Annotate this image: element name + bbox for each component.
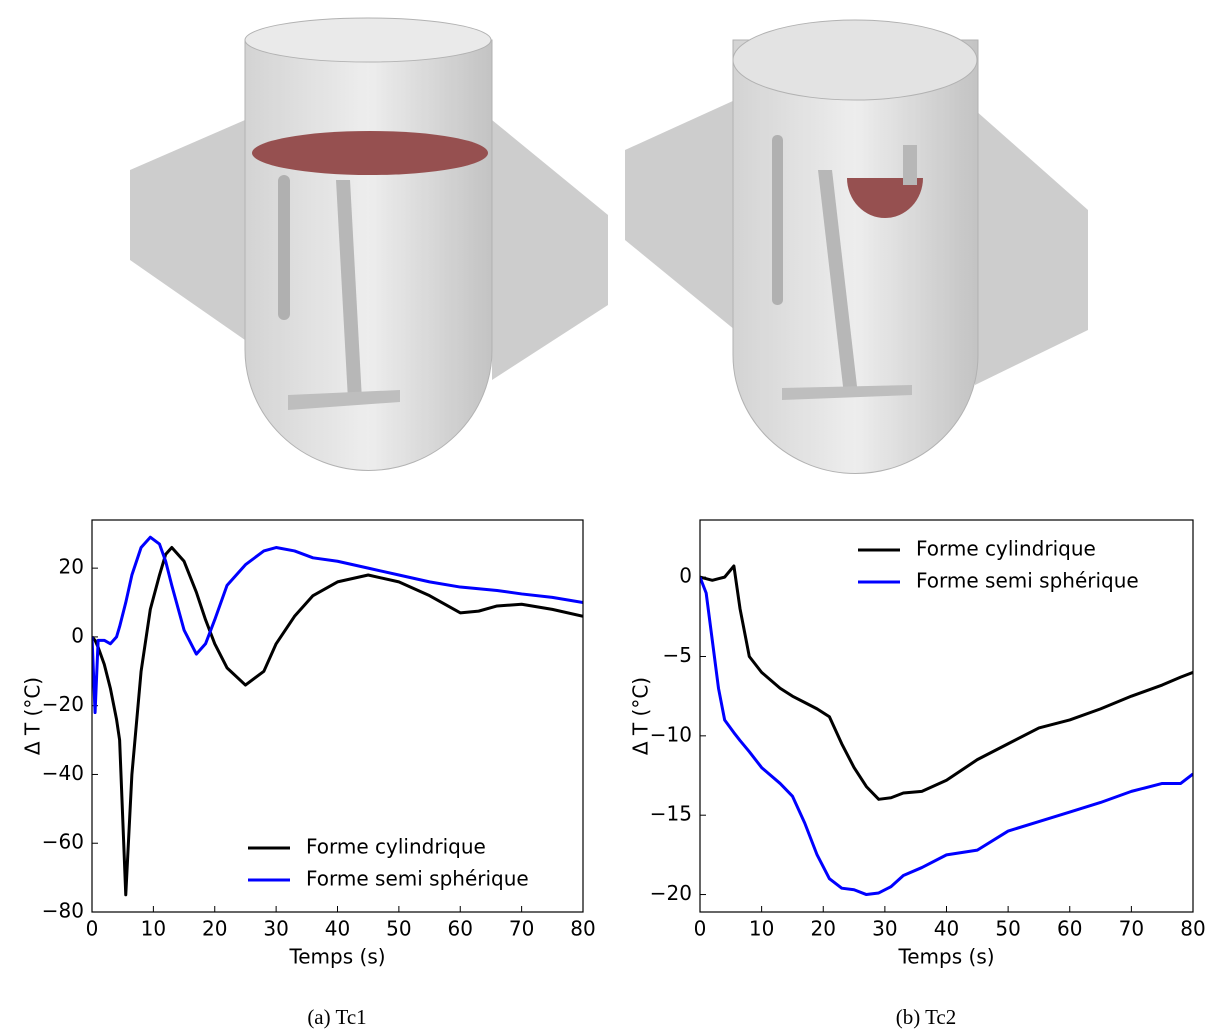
reactor-right	[625, 19, 1088, 474]
caption: (b) Tc2	[896, 1005, 957, 1029]
y-axis-label: Δ T (°C)	[629, 677, 653, 755]
series-line	[700, 576, 1193, 897]
y-tick-label: −5	[663, 643, 692, 667]
y-tick-label: −15	[650, 802, 692, 826]
y-tick-label: −10	[650, 722, 692, 746]
x-tick-label: 10	[141, 917, 166, 941]
x-tick-label: 10	[749, 917, 774, 941]
legend-label: Forme cylindrique	[916, 537, 1096, 561]
x-tick-label: 80	[1180, 917, 1205, 941]
y-tick-label: −40	[42, 761, 84, 785]
x-tick-label: 0	[86, 917, 99, 941]
x-tick-label: 30	[872, 917, 897, 941]
y-tick-label: −80	[42, 899, 84, 923]
y-tick-label: 0	[679, 564, 692, 588]
series-line	[92, 535, 583, 715]
x-tick-label: 70	[509, 917, 534, 941]
y-tick-label: −20	[42, 692, 84, 716]
x-tick-label: 60	[1057, 917, 1082, 941]
x-tick-label: 80	[570, 917, 595, 941]
x-tick-label: 40	[934, 917, 959, 941]
x-tick-label: 20	[202, 917, 227, 941]
y-tick-label: −60	[42, 830, 84, 854]
x-axis-label: Temps (s)	[288, 945, 385, 969]
x-tick-label: 60	[448, 917, 473, 941]
series-line	[700, 564, 1193, 801]
legend-label: Forme semi sphérique	[916, 569, 1139, 593]
y-tick-label: −20	[650, 881, 692, 905]
x-tick-label: 0	[694, 917, 707, 941]
legend-label: Forme semi sphérique	[306, 867, 529, 891]
x-tick-label: 50	[386, 917, 411, 941]
caption: (a) Tc1	[307, 1005, 366, 1029]
x-tick-label: 40	[325, 917, 350, 941]
x-tick-label: 70	[1119, 917, 1144, 941]
x-tick-label: 20	[811, 917, 836, 941]
y-tick-label: 0	[71, 623, 84, 647]
legend-label: Forme cylindrique	[306, 835, 486, 859]
y-axis-label: Δ T (°C)	[21, 677, 45, 755]
x-tick-label: 30	[263, 917, 288, 941]
plot-frame	[699, 519, 1194, 913]
x-axis-label: Temps (s)	[897, 945, 994, 969]
x-tick-label: 50	[995, 917, 1020, 941]
reactor-left	[130, 17, 608, 471]
y-tick-label: 20	[59, 555, 84, 579]
plot-frame	[91, 519, 584, 913]
